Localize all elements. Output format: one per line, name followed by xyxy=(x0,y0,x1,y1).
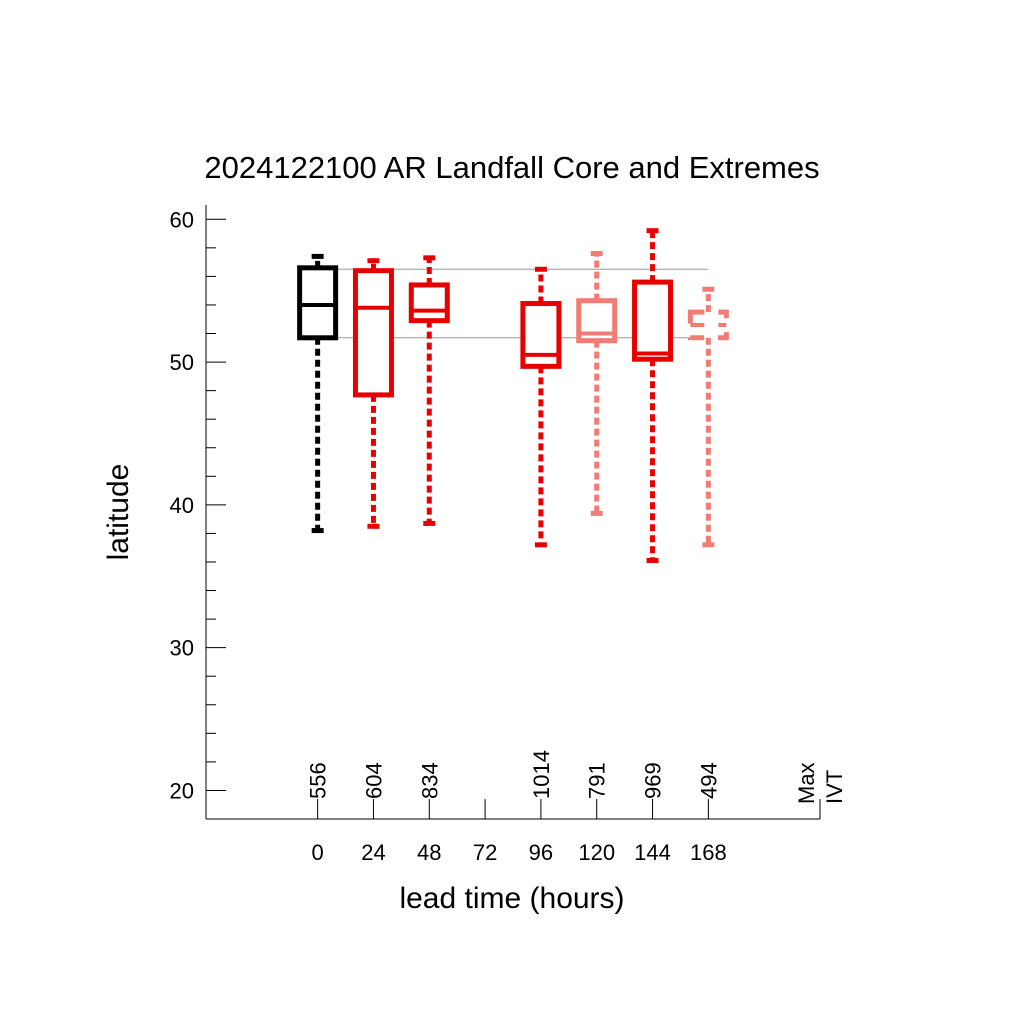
box-144 xyxy=(632,228,674,564)
max-ivt-label: 1014 xyxy=(529,750,554,799)
x-tick-label: 24 xyxy=(361,840,385,865)
y-tick-label: 50 xyxy=(170,350,194,375)
max-ivt-label: 834 xyxy=(417,762,442,799)
chart-title: 2024122100 AR Landfall Core and Extremes xyxy=(204,150,819,185)
max-ivt-label: 556 xyxy=(306,762,331,799)
max-ivt-label: 604 xyxy=(361,762,386,799)
iqr-box xyxy=(632,279,674,362)
boxes xyxy=(297,228,729,564)
iqr-box xyxy=(297,265,339,341)
y-axis-label: latitude xyxy=(102,464,135,561)
box-0 xyxy=(297,253,339,534)
box-120 xyxy=(576,251,618,516)
ivt-header-ivt: IVT xyxy=(822,770,847,804)
box-168 xyxy=(687,286,729,548)
max-ivt-label: 969 xyxy=(641,762,666,799)
box-48 xyxy=(408,255,450,526)
x-tick-label: 144 xyxy=(634,840,671,865)
y-tick-label: 60 xyxy=(170,207,194,232)
x-tick-label: 48 xyxy=(417,840,441,865)
x-tick-label: 120 xyxy=(578,840,615,865)
iqr-box xyxy=(352,268,394,398)
y-tick-label: 20 xyxy=(170,778,194,803)
x-tick-label: 96 xyxy=(529,840,553,865)
max-ivt-label: 791 xyxy=(585,762,610,799)
x-tick-label: 72 xyxy=(473,840,497,865)
x-axis-label: lead time (hours) xyxy=(399,882,624,915)
box-96 xyxy=(520,266,562,548)
max-ivt-labels: 556 604 834 1014 791 969 494 xyxy=(306,750,722,799)
y-tick-label: 40 xyxy=(170,493,194,518)
axes: 20 30 40 50 60 0 24 48 72 96 120 144 168 xyxy=(170,205,821,865)
x-tick-label: 168 xyxy=(690,840,727,865)
iqr-box xyxy=(408,282,450,324)
box-24 xyxy=(352,258,394,529)
x-tick-label: 0 xyxy=(312,840,324,865)
y-tick-label: 30 xyxy=(170,636,194,661)
ivt-header-max: Max xyxy=(794,762,819,804)
max-ivt-label: 494 xyxy=(696,762,721,799)
